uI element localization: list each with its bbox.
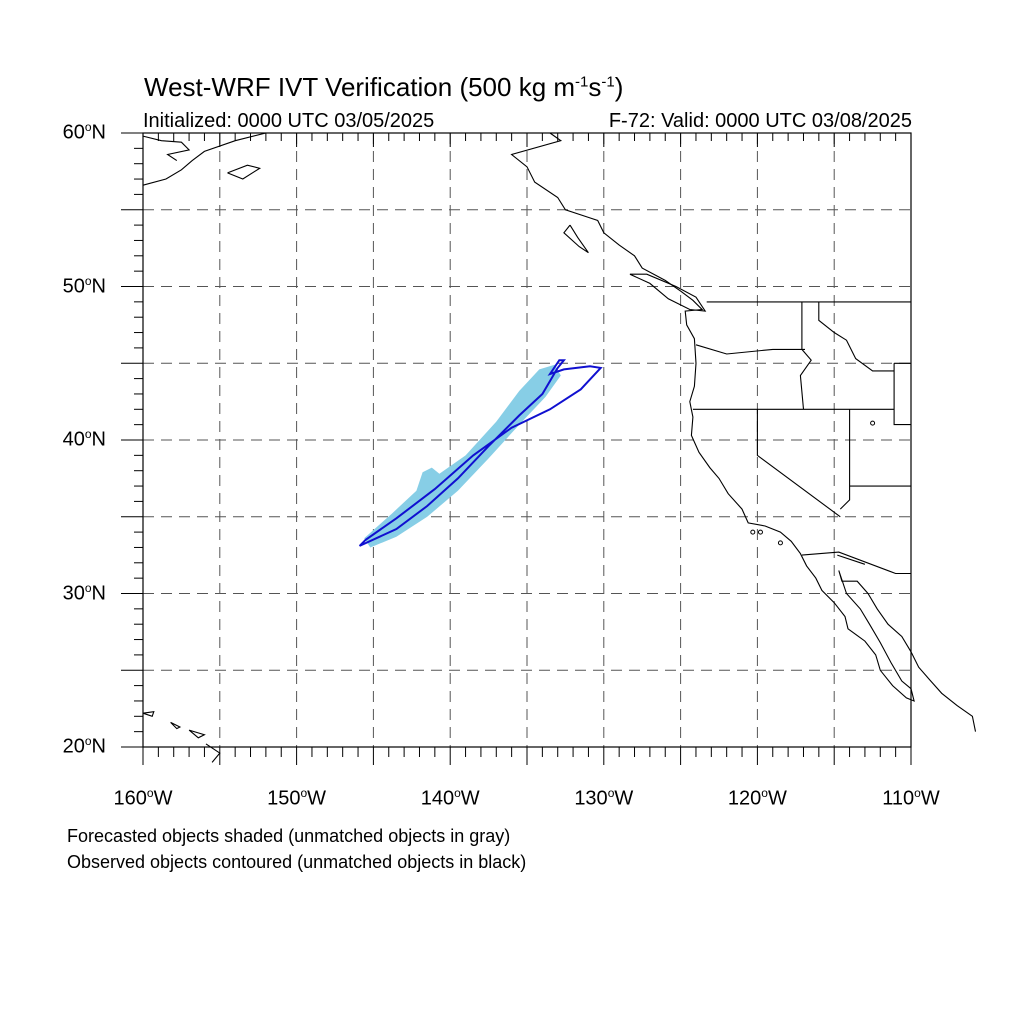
coastline-segment (188, 729, 206, 739)
lat-label: 30oN (62, 580, 106, 605)
lon-label: 130oW (574, 786, 634, 810)
ivt-objects (358, 359, 603, 548)
axis-ticks (121, 132, 912, 765)
lat-label: 50oN (62, 273, 106, 298)
coastline-segment (799, 301, 812, 410)
plot-title: West-WRF IVT Verification (500 kg m-1s-1… (144, 72, 624, 102)
coastline-segment (142, 132, 267, 186)
coastline-segment (801, 551, 911, 575)
coastline-segment (142, 711, 155, 717)
coastline-segment (893, 363, 911, 426)
island-marker (777, 540, 783, 546)
coastline-segment (563, 224, 589, 254)
island-marker (750, 529, 756, 535)
coastline-segment (629, 273, 707, 312)
lon-label: 140oW (420, 786, 480, 810)
coastline-segment (818, 301, 895, 372)
lat-label: 40oN (62, 427, 106, 451)
observed-object (358, 359, 603, 547)
coastline-segment (510, 132, 977, 732)
coastline-segment (227, 164, 262, 180)
coastline-segment (839, 409, 851, 510)
coastline-segment (170, 721, 182, 730)
lon-label: 110oW (882, 786, 940, 810)
forecast-note: Forecasted objects shaded (unmatched obj… (67, 826, 511, 846)
forecast-object (364, 364, 561, 548)
coastline-segment (837, 554, 866, 565)
lon-label: 150oW (267, 786, 327, 810)
lat-label: 20oN (62, 734, 106, 758)
island-marker (870, 420, 876, 426)
initialized-time: Initialized: 0000 UTC 03/05/2025 (143, 110, 435, 132)
coastline-segment (756, 409, 841, 518)
observed-note: Observed objects contoured (unmatched ob… (67, 852, 527, 872)
valid-time: F-72: Valid: 0000 UTC 03/08/2025 (608, 110, 912, 132)
map-frame (142, 132, 912, 748)
island-marker (757, 529, 763, 535)
lat-label: 60oN (62, 120, 106, 144)
coastline-segment (142, 135, 191, 162)
graticule (143, 133, 911, 747)
lon-label: 120oW (727, 786, 787, 810)
coastline-segment (695, 344, 805, 355)
lon-label: 160oW (113, 786, 173, 810)
coastlines-and-borders (142, 132, 977, 763)
